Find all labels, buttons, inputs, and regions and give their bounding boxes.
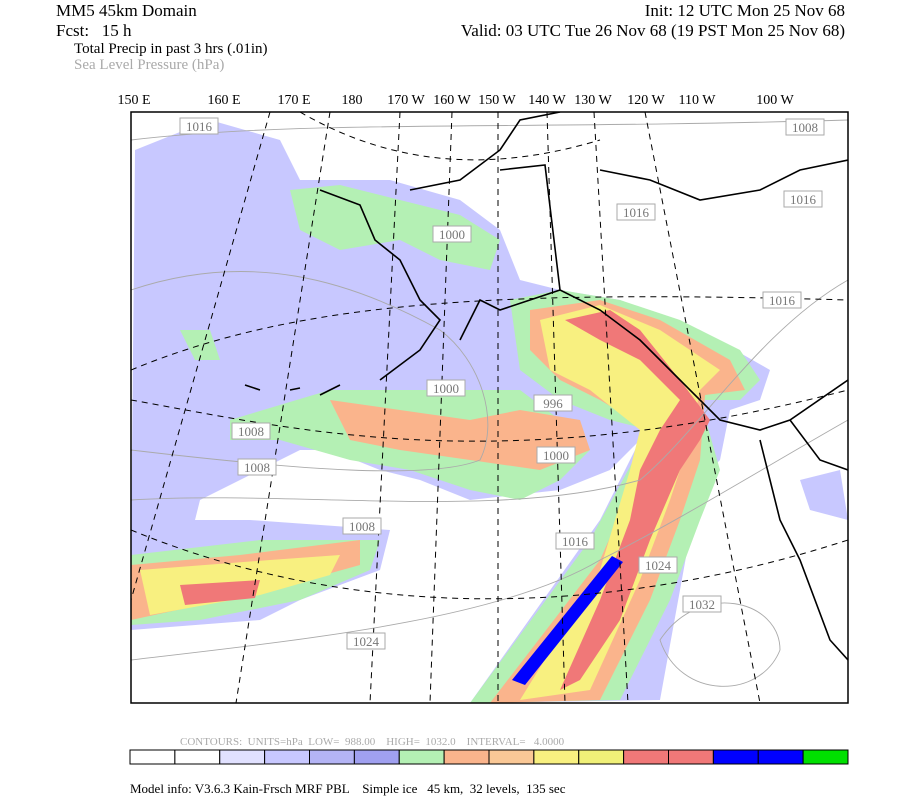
longitude-label: 150 W — [478, 93, 516, 108]
forecast-hour: Fcst: 15 h — [56, 21, 132, 40]
contour-label: 1016 — [790, 192, 817, 207]
contour-label-box — [342, 517, 382, 535]
contour-label: 1000 — [543, 448, 569, 463]
contour-label: 1008 — [792, 120, 818, 135]
colorbar-swatch — [353, 749, 400, 765]
domain-title: MM5 45km Domain — [56, 1, 197, 20]
colorbar-swatch — [398, 749, 445, 765]
colorbar-swatch — [802, 749, 849, 765]
longitude-label: 170 W — [387, 93, 425, 108]
colorbar-swatch — [129, 749, 176, 765]
contour-label-box — [783, 190, 823, 208]
field-title: Total Precip in past 3 hrs (.01in) — [74, 41, 268, 57]
colorbar-swatch — [623, 749, 669, 765]
longitude-label: 150 E — [117, 93, 150, 108]
colorbar-swatch — [443, 749, 490, 765]
contour-label-box — [536, 446, 576, 464]
contour-label: 1000 — [433, 381, 459, 396]
valid-time: Valid: 03 UTC Tue 26 Nov 68 (19 PST Mon … — [461, 21, 845, 40]
contour-label: 1016 — [769, 293, 796, 308]
colorbar-swatch — [668, 749, 714, 765]
contour-label: 1000 — [439, 227, 465, 242]
field-contour-title: Sea Level Pressure (hPa) — [74, 57, 224, 73]
longitude-label: 170 E — [277, 93, 310, 108]
contour-label-box — [426, 379, 466, 397]
colorbar-swatch — [712, 749, 759, 765]
contour-label-box — [179, 117, 219, 135]
contour-label: 1024 — [645, 558, 672, 573]
colorbar-swatch — [533, 749, 580, 765]
contour-label-box — [237, 458, 277, 476]
map-area — [131, 112, 848, 703]
init-time: Init: 12 UTC Mon 25 Nov 68 — [645, 1, 845, 20]
contour-label: 1008 — [349, 519, 375, 534]
longitude-label: 180 — [342, 93, 363, 108]
longitude-label: 160 W — [433, 93, 471, 108]
contour-label-box — [346, 632, 386, 650]
contour-info: CONTOURS: UNITS=hPa LOW= 988.00 HIGH= 10… — [180, 736, 565, 748]
colorbar-swatch — [219, 749, 266, 765]
contour-label-box — [432, 225, 472, 243]
contour-label: 1008 — [238, 424, 264, 439]
colorbar-swatch — [309, 749, 355, 765]
contour-label: 996 — [543, 396, 563, 411]
contour-label-box — [762, 291, 802, 309]
contour-label: 1016 — [562, 534, 589, 549]
model-info: Model info: V3.6.3 Kain-Frsch MRF PBL Si… — [130, 781, 566, 796]
longitude-label: 110 W — [679, 93, 717, 108]
contour-label-box — [785, 118, 825, 136]
longitude-label: 130 W — [574, 93, 612, 108]
colorbar-swatch — [578, 749, 625, 765]
colorbar-swatch — [174, 749, 221, 765]
longitude-label: 120 W — [627, 93, 665, 108]
colorbar-swatch — [264, 749, 310, 765]
longitude-label: 100 W — [756, 93, 794, 108]
longitude-label: 140 W — [528, 93, 566, 108]
longitude-label: 160 E — [207, 93, 240, 108]
colorbar-swatch — [757, 749, 804, 765]
contour-label-box — [616, 203, 656, 221]
contour-label-box — [231, 422, 271, 440]
contour-label: 1024 — [353, 634, 380, 649]
contour-label-box — [555, 532, 595, 550]
contour-label-box — [533, 394, 573, 412]
contour-label: 1016 — [623, 205, 650, 220]
contour-label: 1016 — [186, 119, 213, 134]
contour-label: 1032 — [689, 597, 715, 612]
contour-label-box — [638, 556, 678, 574]
colorbar-swatch — [488, 749, 535, 765]
contour-label: 1008 — [244, 460, 270, 475]
contour-label-box — [682, 595, 722, 613]
